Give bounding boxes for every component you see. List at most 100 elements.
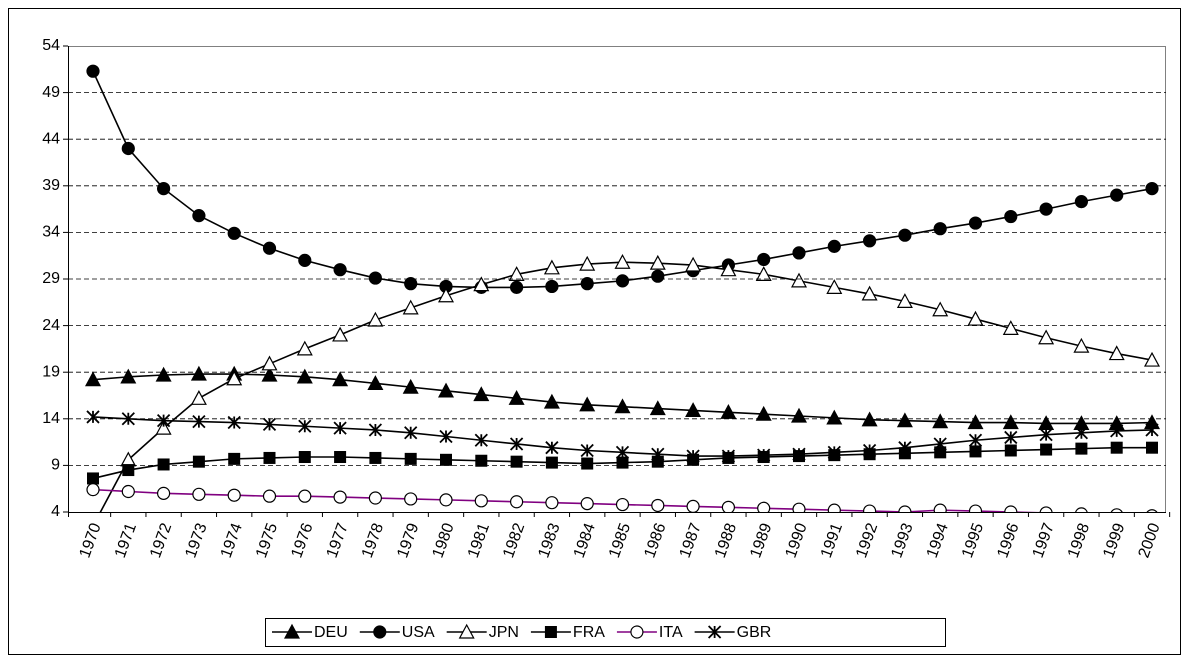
marker bbox=[121, 484, 135, 499]
marker bbox=[157, 458, 170, 471]
marker bbox=[404, 426, 418, 440]
marker bbox=[862, 234, 877, 248]
marker bbox=[580, 277, 594, 291]
marker bbox=[792, 246, 806, 260]
marker bbox=[898, 228, 912, 242]
marker bbox=[369, 451, 382, 464]
marker bbox=[157, 181, 171, 196]
marker bbox=[579, 255, 596, 271]
marker bbox=[1040, 443, 1053, 456]
marker bbox=[720, 404, 737, 419]
y-tick-label: 39 bbox=[42, 177, 60, 194]
marker bbox=[458, 623, 475, 639]
marker bbox=[155, 366, 172, 382]
marker bbox=[934, 446, 947, 459]
marker bbox=[792, 447, 806, 461]
marker bbox=[262, 489, 277, 503]
marker bbox=[508, 390, 525, 405]
marker bbox=[296, 340, 313, 356]
marker bbox=[404, 492, 418, 506]
marker bbox=[862, 443, 877, 458]
marker bbox=[827, 239, 841, 253]
marker bbox=[630, 625, 644, 639]
marker bbox=[1002, 320, 1019, 335]
marker bbox=[402, 299, 419, 315]
marker bbox=[967, 414, 984, 430]
marker bbox=[262, 417, 277, 432]
marker bbox=[1038, 329, 1055, 345]
marker bbox=[332, 371, 349, 387]
marker bbox=[473, 276, 490, 292]
marker bbox=[790, 407, 808, 423]
marker bbox=[651, 498, 665, 512]
marker bbox=[298, 451, 311, 464]
marker bbox=[826, 409, 843, 425]
marker bbox=[686, 449, 700, 463]
marker bbox=[968, 216, 983, 230]
marker bbox=[367, 311, 384, 327]
marker bbox=[368, 423, 383, 437]
marker bbox=[933, 222, 947, 236]
marker bbox=[474, 433, 488, 447]
legend-label: JPN bbox=[489, 624, 519, 641]
marker bbox=[262, 241, 277, 255]
marker bbox=[720, 261, 737, 277]
marker bbox=[581, 457, 594, 470]
marker bbox=[969, 445, 982, 458]
y-tick-label: 9 bbox=[51, 457, 60, 474]
marker bbox=[368, 491, 382, 505]
marker bbox=[367, 375, 384, 390]
y-tick-label: 44 bbox=[42, 130, 60, 147]
marker bbox=[440, 453, 452, 466]
legend-label: FRA bbox=[573, 624, 605, 641]
marker bbox=[616, 456, 629, 469]
marker bbox=[192, 455, 205, 468]
legend-label: ITA bbox=[659, 624, 683, 641]
marker bbox=[651, 455, 664, 468]
marker bbox=[473, 386, 490, 402]
marker bbox=[474, 494, 488, 508]
marker bbox=[544, 626, 557, 638]
marker bbox=[261, 355, 278, 371]
marker bbox=[1039, 506, 1053, 512]
marker bbox=[755, 405, 772, 421]
marker bbox=[437, 382, 455, 398]
marker bbox=[757, 252, 771, 267]
marker bbox=[437, 287, 455, 303]
marker bbox=[615, 274, 630, 288]
marker bbox=[686, 499, 700, 512]
marker bbox=[86, 64, 100, 78]
marker bbox=[333, 421, 347, 435]
y-tick-label: 24 bbox=[42, 317, 60, 334]
marker bbox=[334, 451, 347, 464]
marker bbox=[227, 226, 241, 240]
marker bbox=[543, 393, 560, 409]
marker bbox=[1075, 442, 1088, 455]
marker bbox=[615, 445, 630, 459]
marker bbox=[1146, 441, 1158, 454]
marker bbox=[121, 141, 135, 156]
marker bbox=[757, 448, 771, 462]
marker bbox=[509, 437, 524, 451]
marker bbox=[368, 271, 382, 285]
marker bbox=[543, 259, 560, 275]
marker bbox=[84, 371, 102, 387]
marker bbox=[439, 493, 453, 507]
marker bbox=[792, 502, 806, 512]
marker bbox=[283, 623, 301, 639]
marker bbox=[1074, 195, 1089, 209]
marker bbox=[896, 293, 913, 308]
chart-frame bbox=[8, 8, 1181, 655]
marker bbox=[933, 503, 947, 512]
marker bbox=[373, 625, 387, 639]
marker bbox=[1074, 426, 1089, 440]
marker bbox=[580, 497, 594, 511]
marker bbox=[402, 378, 419, 394]
marker bbox=[721, 449, 736, 463]
marker bbox=[1004, 209, 1018, 224]
y-tick-label: 19 bbox=[42, 363, 60, 380]
marker bbox=[1002, 414, 1019, 430]
marker bbox=[296, 368, 313, 384]
marker bbox=[1145, 423, 1159, 437]
